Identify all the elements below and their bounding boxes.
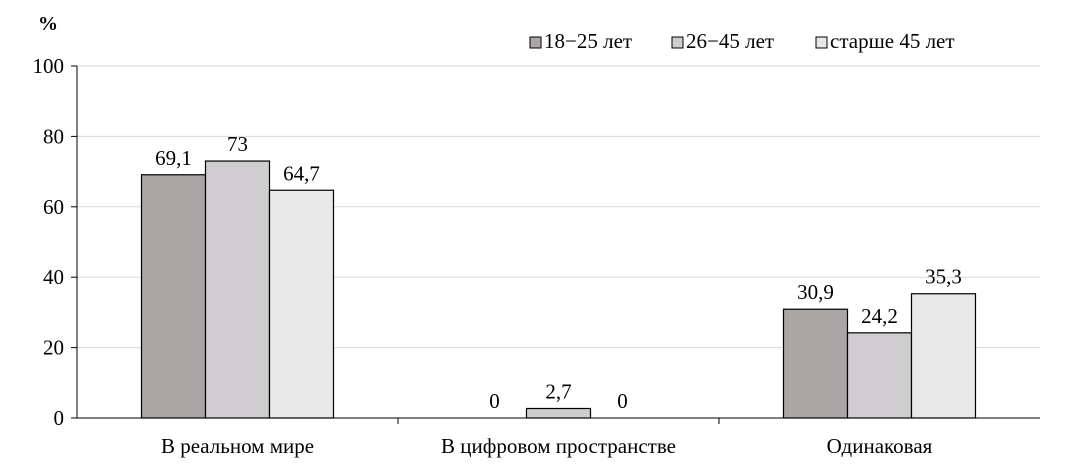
bar [910,293,977,419]
legend-swatch [529,36,542,49]
y-tick-label: 20 [43,336,64,360]
category-label: Одинаковая [827,434,933,458]
y-tick-label: 40 [43,265,64,289]
bar [204,160,271,419]
legend-label: 26−45 лет [686,29,774,53]
bars [140,160,977,419]
category-labels: В реальном мире В цифровом пространстве Од… [161,434,933,458]
legend-swatch [815,36,828,49]
category-label: В реальном мире [161,434,314,458]
legend-swatch [671,36,684,49]
data-labels: 69,1 73 64,7 0 2,7 0 30,9 24,2 35,3 [155,132,962,413]
y-tick-label: 60 [43,195,64,219]
data-label: 64,7 [283,161,320,185]
data-label: 35,3 [925,265,962,289]
data-label: 0 [617,389,628,413]
y-tick-label: 80 [43,124,64,148]
legend: 18−25 лет 26−45 лет старше 45 лет [529,29,955,53]
data-label: 2,7 [545,379,571,403]
data-label: 24,2 [861,304,898,328]
category-label: В цифровом пространстве [441,434,676,458]
bar [140,174,207,419]
data-label: 69,1 [155,146,192,170]
data-label: 0 [489,389,500,413]
bar [846,332,913,419]
data-label: 73 [227,132,248,156]
y-tick-labels: 0 20 40 60 80 100 [33,54,65,430]
data-label: 30,9 [797,280,834,304]
legend-label: старше 45 лет [830,29,955,53]
legend-label: 18−25 лет [544,29,632,53]
bar [782,308,849,419]
y-tick-label: 0 [54,406,65,430]
bar [525,407,592,419]
y-axis-unit-label: % [38,13,58,35]
y-tick-label: 100 [33,54,65,78]
axes [71,65,1040,424]
bar [268,189,335,419]
